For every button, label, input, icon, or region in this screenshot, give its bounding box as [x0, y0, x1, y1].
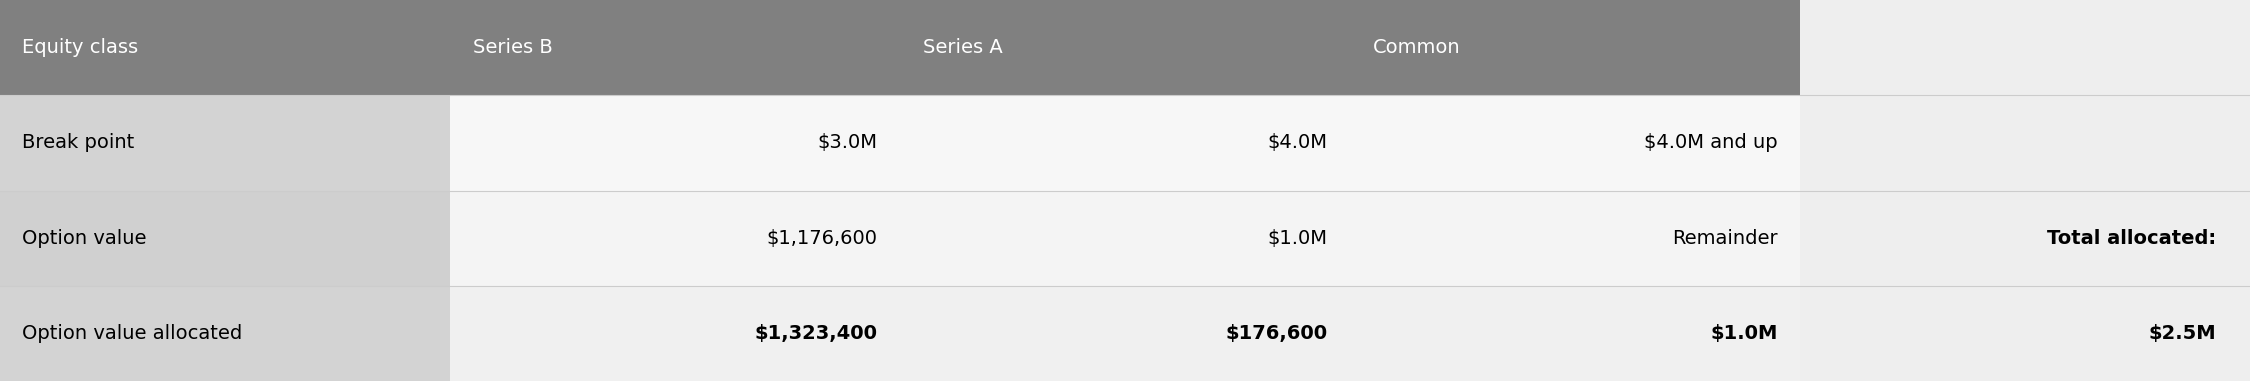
Text: Series A: Series A	[922, 38, 1001, 57]
Bar	[450, 286, 900, 381]
Bar	[450, 95, 900, 190]
Bar	[1350, 0, 1800, 95]
Text: $1.0M: $1.0M	[1267, 229, 1327, 248]
Text: $1.0M: $1.0M	[1710, 324, 1778, 343]
Bar	[0, 286, 450, 381]
Text: Remainder: Remainder	[1672, 229, 1778, 248]
Bar	[900, 95, 1350, 190]
Bar	[1800, 286, 2250, 381]
Text: $2.5M: $2.5M	[2149, 324, 2216, 343]
Text: $1,323,400: $1,323,400	[754, 324, 878, 343]
Text: Equity class: Equity class	[22, 38, 140, 57]
Bar	[0, 95, 450, 190]
Text: Common: Common	[1372, 38, 1460, 57]
Bar	[0, 0, 450, 95]
Bar	[450, 0, 900, 95]
Text: $1,176,600: $1,176,600	[767, 229, 878, 248]
Bar	[1350, 190, 1800, 286]
Text: $4.0M and up: $4.0M and up	[1645, 133, 1778, 152]
Text: $176,600: $176,600	[1226, 324, 1327, 343]
Bar	[900, 190, 1350, 286]
Text: Option value allocated: Option value allocated	[22, 324, 243, 343]
Bar	[1800, 95, 2250, 190]
Bar	[900, 286, 1350, 381]
Bar	[1350, 95, 1800, 190]
Bar	[1800, 190, 2250, 286]
Text: Break point: Break point	[22, 133, 135, 152]
Bar	[1800, 0, 2250, 95]
Text: $3.0M: $3.0M	[817, 133, 878, 152]
Text: $4.0M: $4.0M	[1267, 133, 1327, 152]
Bar	[0, 190, 450, 286]
Bar	[450, 190, 900, 286]
Bar	[1350, 286, 1800, 381]
Text: Series B: Series B	[472, 38, 551, 57]
Text: Option value: Option value	[22, 229, 146, 248]
Bar	[900, 0, 1350, 95]
Text: Total allocated:: Total allocated:	[2048, 229, 2216, 248]
